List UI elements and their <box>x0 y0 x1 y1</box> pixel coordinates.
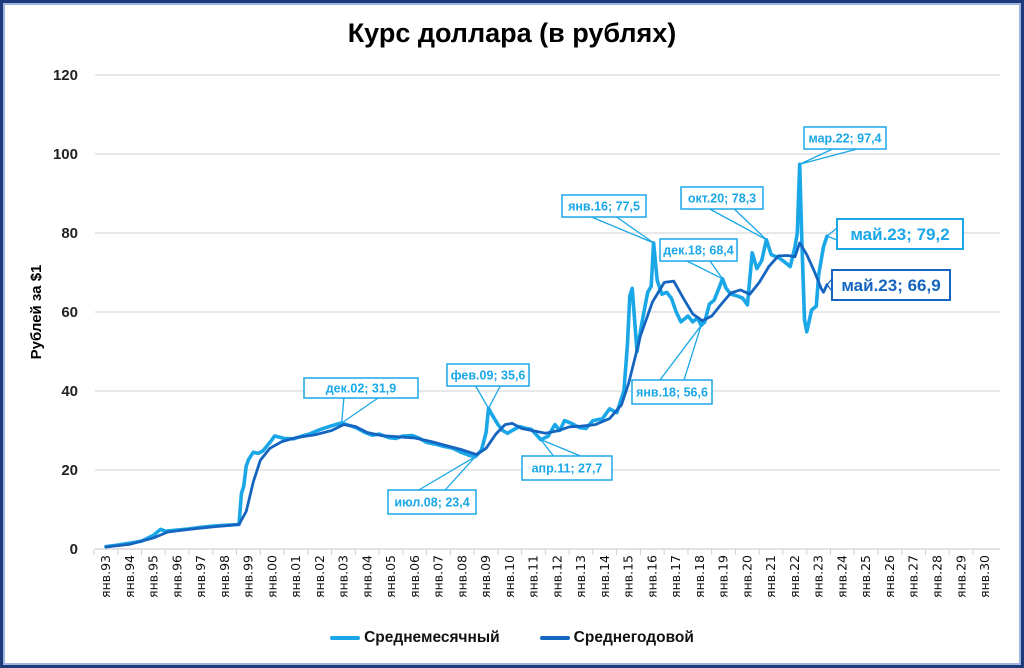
x-tick-label: янв.07 <box>431 555 446 598</box>
data-label-box <box>631 379 713 405</box>
callout-leader <box>591 216 654 244</box>
x-tick-label: янв.18 <box>692 555 707 598</box>
y-tick-label: 120 <box>53 67 78 84</box>
data-label-box <box>303 377 419 399</box>
x-tick-label: янв.98 <box>217 555 232 598</box>
x-tick-label: янв.28 <box>929 555 944 598</box>
x-tick-label: янв.21 <box>763 555 778 598</box>
x-tick-label: янв.12 <box>549 555 564 598</box>
legend-item-monthly[interactable]: Среднемесячный <box>330 629 500 647</box>
data-labels: дек.02; 31,9 июл.08; 23,4 фев.09; 35,6 апр.… <box>303 126 964 515</box>
data-label-text: янв.16; 77,5 <box>568 200 640 214</box>
chart-title: Курс доллара (в рублях) <box>347 18 677 48</box>
y-tick-label: 0 <box>70 541 78 558</box>
x-tick-label: янв.06 <box>407 555 422 598</box>
x-tick-label: янв.14 <box>597 555 612 598</box>
yearly-series-line <box>104 241 829 549</box>
data-label-text: окт.20; 78,3 <box>688 192 756 206</box>
data-label-box <box>561 194 647 218</box>
y-tick-label: 20 <box>61 462 78 479</box>
x-tick-label: янв.23 <box>811 555 826 598</box>
monthly-series-line <box>104 162 829 549</box>
y-tick-label: 80 <box>61 225 78 242</box>
x-tick-label: янв.10 <box>502 555 517 598</box>
data-label-box <box>831 269 951 301</box>
series-lines <box>104 162 829 549</box>
data-label-box <box>446 363 530 387</box>
data-label-text: июл.08; 23,4 <box>394 496 469 510</box>
data-label-text: янв.18; 56,6 <box>636 386 708 400</box>
x-tick-label: янв.20 <box>739 555 754 598</box>
x-tick-label: янв.03 <box>336 555 351 598</box>
y-tick-label: 60 <box>61 304 78 321</box>
legend-swatch-yearly <box>539 636 570 640</box>
x-tick-label: янв.17 <box>668 555 683 598</box>
callout-leader <box>799 148 858 165</box>
callout-leader <box>826 278 833 292</box>
x-tick-label: янв.94 <box>122 555 137 598</box>
x-tick-label: янв.05 <box>383 555 398 598</box>
data-label-box <box>659 238 738 262</box>
data-label-box <box>521 455 613 481</box>
x-axis-ticks: янв.93 янв.94 янв.95 янв.96 янв.97 янв.98 янв.… <box>93 549 992 598</box>
legend-label-monthly: Среднемесячный <box>364 629 500 646</box>
y-axis-label: Рублей за $1 <box>28 265 45 360</box>
data-label-text: дек.18; 68,4 <box>663 244 734 258</box>
data-label-box <box>836 218 964 250</box>
x-tick-label: янв.96 <box>169 555 184 598</box>
x-tick-label: янв.08 <box>454 555 469 598</box>
x-tick-label: янв.99 <box>241 555 256 598</box>
x-tick-label: янв.04 <box>359 555 374 598</box>
callout-leader <box>538 438 581 457</box>
callout-leader <box>709 208 767 241</box>
data-label-text: апр.11; 27,7 <box>532 462 603 476</box>
callout-leader <box>659 325 702 381</box>
callout-leader <box>825 227 838 241</box>
x-tick-label: янв.13 <box>573 555 588 598</box>
data-label-text: май.23; 66,9 <box>841 276 940 295</box>
data-label-text: дек.02; 31,9 <box>326 382 397 396</box>
legend-swatch-monthly <box>330 636 361 640</box>
x-tick-label: янв.97 <box>193 555 208 598</box>
x-tick-label: янв.01 <box>288 555 303 598</box>
x-tick-label: янв.25 <box>858 555 873 598</box>
x-tick-label: янв.15 <box>621 555 636 598</box>
x-tick-label: янв.95 <box>146 555 161 598</box>
y-tick-label: 100 <box>53 146 78 163</box>
callout-leader <box>686 260 724 280</box>
y-axis-ticks: 0 20 40 60 80 100 120 <box>53 67 78 558</box>
x-tick-label: янв.09 <box>478 555 493 598</box>
data-label-box <box>680 186 764 210</box>
x-tick-label: янв.93 <box>98 555 113 598</box>
data-label-box <box>387 489 477 515</box>
legend: Среднемесячный Среднегодовой <box>0 629 1024 647</box>
x-tick-label: янв.24 <box>834 555 849 598</box>
data-label-text: фев.09; 35,6 <box>451 369 526 383</box>
data-label-text: май.23; 79,2 <box>850 225 949 244</box>
callout-leader <box>418 456 476 491</box>
y-tick-label: 40 <box>61 383 78 400</box>
legend-label-yearly: Среднегодовой <box>573 629 694 646</box>
x-tick-label: янв.16 <box>644 555 659 598</box>
x-tick-label: янв.29 <box>953 555 968 598</box>
data-label-box <box>803 126 887 150</box>
callout-leader <box>340 397 379 425</box>
data-label-text: мар.22; 97,4 <box>808 132 881 146</box>
x-tick-label: янв.26 <box>882 555 897 598</box>
x-tick-label: янв.00 <box>264 555 279 598</box>
legend-item-yearly[interactable]: Среднегодовой <box>539 629 694 647</box>
x-tick-label: янв.22 <box>787 555 802 598</box>
x-tick-label: янв.27 <box>906 555 921 598</box>
x-tick-label: янв.19 <box>716 555 731 598</box>
x-tick-label: янв.11 <box>526 555 541 598</box>
callout-leader <box>475 385 501 410</box>
x-tick-label: янв.30 <box>977 555 992 598</box>
x-tick-label: янв.02 <box>312 555 327 598</box>
